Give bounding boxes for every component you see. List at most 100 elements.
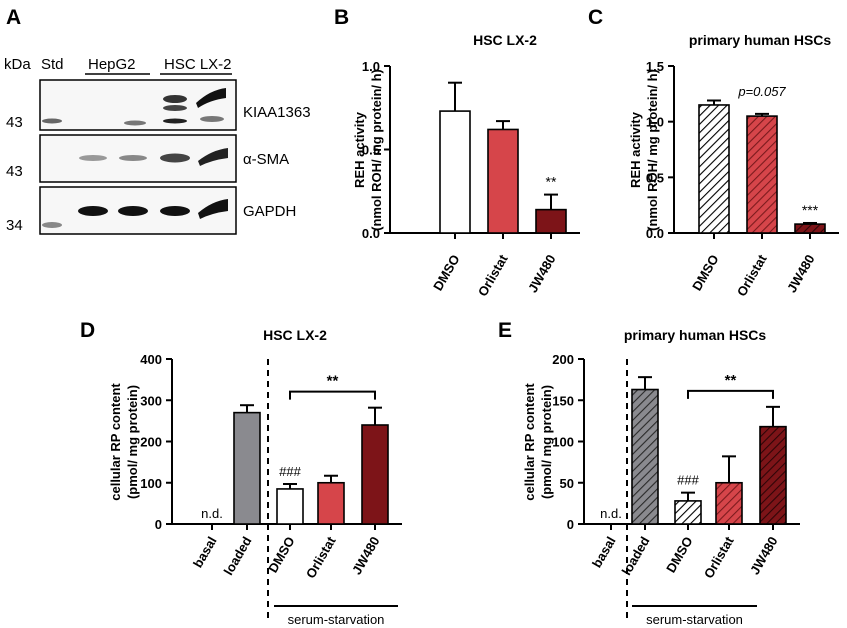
blot-label-alpha-sma: α-SMA bbox=[243, 151, 289, 168]
x-category-label: Orlistat bbox=[701, 533, 737, 580]
y-axis-label-line: (pmol/ mg protein) bbox=[125, 385, 140, 499]
significance-marker: ** bbox=[546, 174, 557, 190]
bar-jw480 bbox=[361, 424, 389, 525]
bar-jw480 bbox=[759, 425, 787, 525]
y-tick-label: 0.5 bbox=[362, 143, 380, 158]
y-tick-label: 50 bbox=[560, 476, 574, 491]
bar-orlistat bbox=[746, 115, 778, 234]
bar-jw480 bbox=[794, 223, 826, 234]
y-axis-label-line: cellular RP content bbox=[522, 383, 537, 501]
serum-starvation-label: serum-starvation bbox=[646, 612, 743, 627]
x-category-label: loaded bbox=[221, 534, 255, 578]
panel-d-rp-content-lx2: D HSC LX-2 cellular RP content (pmol/ mg p… bbox=[80, 319, 402, 627]
chart-title: HSC LX-2 bbox=[473, 32, 537, 48]
bar-dmso bbox=[698, 104, 730, 234]
not-detected-label: n.d. bbox=[600, 506, 622, 521]
x-category-label: DMSO bbox=[265, 534, 297, 575]
y-tick-label: 0.5 bbox=[646, 170, 664, 185]
panel-letter-d: D bbox=[80, 319, 95, 342]
p-value-annotation: p=0.057 bbox=[737, 84, 786, 99]
panel-c-reh-activity-primary: C primary human HSCs REH activity (nmol RO… bbox=[588, 6, 839, 299]
hash-significance-marker: ### bbox=[279, 464, 301, 479]
x-category-label: JW480 bbox=[784, 252, 818, 295]
blot-label-gapdh: GAPDH bbox=[243, 203, 296, 220]
blot-kda-kiaa1363: 43 bbox=[6, 114, 23, 131]
bar-dmso bbox=[674, 500, 702, 525]
blot-label-kiaa1363: KIAA1363 bbox=[243, 104, 311, 121]
bar-orlistat bbox=[487, 128, 519, 234]
blot-header-kda: kDa bbox=[4, 56, 31, 73]
x-category-label: Orlistat bbox=[475, 251, 511, 298]
y-tick-label: 1.0 bbox=[362, 59, 380, 74]
chart-title: primary human HSCs bbox=[624, 327, 767, 343]
bands-gapdh bbox=[42, 199, 228, 228]
y-axis-label: cellular RP content (pmol/ mg protein) bbox=[108, 383, 140, 501]
y-tick-label: 200 bbox=[140, 435, 162, 450]
panel-letter-e: E bbox=[498, 319, 512, 342]
y-tick-label: 0.0 bbox=[362, 226, 380, 241]
blot-header-std: Std bbox=[41, 56, 64, 73]
x-category-label: JW480 bbox=[747, 534, 781, 577]
bar-dmso bbox=[276, 488, 304, 525]
y-axis-label-line: (nmol ROH/ mg protein/ h) bbox=[645, 69, 660, 231]
panel-letter-b: B bbox=[334, 6, 349, 29]
bar-dmso bbox=[439, 110, 471, 234]
y-tick-label: 0 bbox=[567, 517, 574, 532]
chart-title: HSC LX-2 bbox=[263, 327, 327, 343]
bar-jw480 bbox=[535, 208, 567, 234]
bracket-significance-marker: ** bbox=[725, 372, 737, 389]
x-category-label: DMSO bbox=[663, 534, 695, 575]
y-axis-label-line: (nmol ROH/ mg protein/ h) bbox=[369, 69, 384, 231]
panel-b-reh-activity-lx2: B HSC LX-2 REH activity (nmol ROH/ mg prot… bbox=[334, 6, 580, 299]
x-category-label: JW480 bbox=[349, 534, 383, 577]
x-category-label: DMSO bbox=[689, 252, 721, 293]
y-tick-label: 200 bbox=[552, 352, 574, 367]
blot-header-hepg2: HepG2 bbox=[88, 56, 136, 73]
y-tick-label: 1.0 bbox=[646, 115, 664, 130]
x-category-label: JW480 bbox=[525, 252, 559, 295]
y-tick-label: 400 bbox=[140, 352, 162, 367]
y-tick-label: 0.0 bbox=[646, 226, 664, 241]
y-tick-label: 150 bbox=[552, 393, 574, 408]
x-category-label: basal bbox=[589, 534, 619, 570]
blot-kda-alpha-sma: 43 bbox=[6, 163, 23, 180]
x-category-label: loaded bbox=[619, 534, 653, 578]
comparison-bracket bbox=[289, 390, 376, 400]
bar-orlistat bbox=[317, 481, 345, 525]
bands-alpha-sma bbox=[79, 148, 228, 166]
x-category-label: Orlistat bbox=[303, 533, 339, 580]
bands-kiaa1363 bbox=[42, 88, 226, 126]
x-category-label: Orlistat bbox=[734, 251, 770, 298]
x-category-label: DMSO bbox=[430, 252, 462, 293]
y-axis-label: REH activity (nmol ROH/ mg protein/ h) bbox=[352, 69, 384, 231]
y-tick-label: 100 bbox=[140, 476, 162, 491]
blot-header-hsc: HSC LX-2 bbox=[164, 56, 232, 73]
y-tick-label: 1.5 bbox=[646, 59, 664, 74]
y-tick-label: 0 bbox=[155, 517, 162, 532]
bar-loaded bbox=[233, 411, 261, 525]
chart-title: primary human HSCs bbox=[689, 32, 832, 48]
y-axis-label-line: REH activity bbox=[352, 111, 367, 188]
panel-a-western-blot: A kDa Std HepG2 HSC LX-2 bbox=[4, 6, 311, 235]
serum-starvation-label: serum-starvation bbox=[288, 612, 385, 627]
hash-significance-marker: ### bbox=[677, 473, 699, 488]
y-axis-label: REH activity (nmol ROH/ mg protein/ h) bbox=[628, 69, 660, 231]
significance-marker: *** bbox=[802, 202, 819, 218]
y-tick-label: 100 bbox=[552, 435, 574, 450]
y-axis-label-line: (pmol/ mg protein) bbox=[539, 385, 554, 499]
blot-kda-gapdh: 34 bbox=[6, 217, 23, 234]
comparison-bracket bbox=[687, 389, 774, 399]
panel-letter-c: C bbox=[588, 6, 603, 29]
y-tick-label: 300 bbox=[140, 393, 162, 408]
panel-letter-a: A bbox=[6, 6, 21, 29]
y-axis-label-line: cellular RP content bbox=[108, 383, 123, 501]
bar-orlistat bbox=[715, 481, 743, 525]
not-detected-label: n.d. bbox=[201, 506, 223, 521]
x-category-label: basal bbox=[190, 534, 220, 570]
y-axis-label-line: REH activity bbox=[628, 111, 643, 188]
panel-e-rp-content-primary: E primary human HSCs cellular RP content(… bbox=[498, 319, 800, 627]
bar-loaded bbox=[631, 388, 659, 525]
bracket-significance-marker: ** bbox=[327, 373, 339, 390]
y-axis-label: cellular RP content (pmol/ mg protein) bbox=[522, 383, 554, 501]
